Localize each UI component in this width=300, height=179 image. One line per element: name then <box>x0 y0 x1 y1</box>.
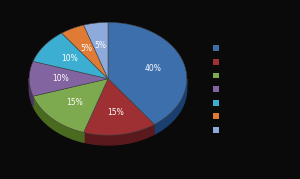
Polygon shape <box>84 22 108 79</box>
Polygon shape <box>33 96 84 142</box>
Text: 40%: 40% <box>145 64 161 73</box>
Polygon shape <box>108 22 187 124</box>
Polygon shape <box>29 78 33 106</box>
Polygon shape <box>33 79 108 132</box>
Text: 15%: 15% <box>107 108 124 117</box>
Legend: , , , , , , : , , , , , , <box>212 43 224 136</box>
Polygon shape <box>29 61 108 96</box>
Text: 5%: 5% <box>94 41 106 50</box>
Text: 10%: 10% <box>61 54 78 63</box>
Polygon shape <box>62 25 108 79</box>
Text: 15%: 15% <box>66 98 83 107</box>
Polygon shape <box>84 79 154 135</box>
Text: 10%: 10% <box>52 74 69 83</box>
Text: 5%: 5% <box>80 44 92 53</box>
Polygon shape <box>84 124 154 145</box>
Polygon shape <box>154 79 187 134</box>
Polygon shape <box>33 33 108 79</box>
